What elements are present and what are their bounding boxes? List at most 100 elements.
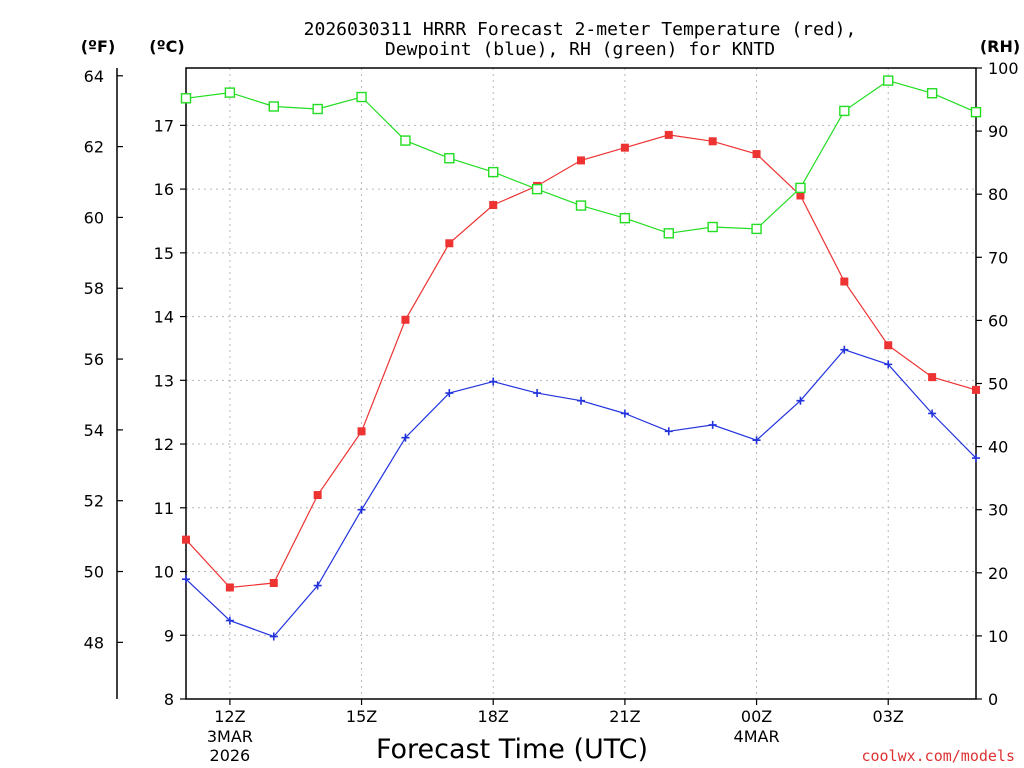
celsius-tick-label: 13 bbox=[154, 371, 174, 390]
2-meter-temperature-point bbox=[928, 373, 937, 382]
celsius-tick-label: 17 bbox=[154, 116, 174, 135]
rh-tick-label: 100 bbox=[988, 59, 1019, 78]
dewpoint-point bbox=[489, 377, 498, 386]
rh-tick-label: 80 bbox=[988, 185, 1008, 204]
rh-tick-label: 50 bbox=[988, 375, 1008, 394]
fahrenheit-tick-label: 52 bbox=[84, 492, 104, 511]
celsius-tick-label: 11 bbox=[154, 499, 174, 518]
series bbox=[180, 75, 982, 641]
2-meter-temperature-point bbox=[972, 385, 980, 394]
dewpoint-point bbox=[533, 389, 542, 398]
2-meter-temperature-point bbox=[401, 315, 410, 324]
celsius-tick-label: 9 bbox=[164, 626, 174, 645]
celsius-tick-label: 15 bbox=[154, 244, 174, 263]
x-tick-label: 21Z bbox=[609, 707, 640, 726]
2-meter-temperature-series bbox=[182, 130, 980, 592]
2-meter-temperature-point bbox=[752, 150, 761, 159]
2-meter-temperature-point bbox=[884, 341, 893, 350]
dewpoint-point bbox=[752, 436, 761, 445]
rh-tick-label: 10 bbox=[988, 627, 1008, 646]
dewpoint-point bbox=[840, 345, 849, 354]
fahrenheit-tick-label: 58 bbox=[84, 279, 104, 298]
rh-tick-label: 20 bbox=[988, 564, 1008, 583]
relative-humidity-point bbox=[488, 166, 499, 178]
relative-humidity-point bbox=[356, 91, 367, 103]
relative-humidity-point bbox=[619, 212, 631, 224]
dewpoint-point bbox=[620, 409, 629, 418]
dewpoint-point bbox=[225, 616, 234, 625]
chart-title-line1: 2026030311 HRRR Forecast 2-meter Tempera… bbox=[304, 19, 857, 40]
fahrenheit-tick-label: 62 bbox=[84, 138, 104, 157]
dewpoint-point bbox=[884, 360, 893, 369]
relative-humidity-point bbox=[663, 228, 674, 239]
fahrenheit-tick-label: 50 bbox=[84, 563, 104, 582]
x-tick-label: 00Z bbox=[741, 707, 772, 726]
fahrenheit-tick-label: 56 bbox=[84, 350, 104, 369]
relative-humidity-point bbox=[926, 88, 938, 99]
fahrenheit-tick-label: 64 bbox=[84, 67, 104, 86]
relative-humidity-point bbox=[180, 93, 192, 104]
rh-unit-label: (RH) bbox=[980, 37, 1020, 56]
celsius-unit-label: (ºC) bbox=[149, 37, 184, 56]
relative-humidity-point bbox=[751, 223, 762, 235]
celsius-tick-label: 8 bbox=[164, 690, 174, 709]
relative-humidity-point bbox=[795, 182, 806, 194]
dewpoint-point bbox=[972, 454, 980, 463]
dewpoint-point bbox=[664, 427, 673, 436]
dewpoint-point bbox=[182, 575, 190, 584]
dewpoint-line bbox=[185, 349, 977, 638]
rh-tick-label: 0 bbox=[988, 690, 998, 709]
chart-title-line2: Dewpoint (blue), RH (green) for KNTD bbox=[385, 39, 775, 60]
relative-humidity-point bbox=[268, 101, 279, 112]
x-tick-year-label: 2026 bbox=[210, 746, 251, 765]
x-tick-label: 18Z bbox=[478, 707, 509, 726]
dewpoint-point bbox=[796, 396, 805, 405]
dewpoint-point bbox=[269, 632, 278, 641]
relative-humidity-point bbox=[312, 103, 323, 115]
relative-humidity-point bbox=[531, 183, 543, 195]
2-meter-temperature-point bbox=[796, 191, 805, 200]
relative-humidity-point bbox=[883, 75, 894, 86]
rh-tick-label: 40 bbox=[988, 438, 1008, 457]
rh-tick-label: 90 bbox=[988, 122, 1008, 141]
relative-humidity-point bbox=[400, 135, 411, 146]
2-meter-temperature-point bbox=[445, 239, 454, 248]
dewpoint-point bbox=[357, 505, 366, 514]
celsius-tick-label: 12 bbox=[154, 435, 174, 454]
celsius-tick-label: 14 bbox=[154, 308, 174, 327]
rh-tick-label: 30 bbox=[988, 501, 1008, 520]
fahrenheit-tick-label: 54 bbox=[84, 421, 104, 440]
relative-humidity-point bbox=[575, 200, 587, 211]
relative-humidity-point bbox=[970, 106, 982, 118]
2-meter-temperature-point bbox=[708, 137, 717, 146]
2-meter-temperature-point bbox=[489, 201, 498, 210]
dewpoint-point bbox=[577, 396, 585, 405]
x-axis-label: Forecast Time (UTC) bbox=[376, 734, 648, 765]
dewpoint-point bbox=[928, 409, 937, 418]
2-meter-temperature-point bbox=[269, 578, 278, 587]
2-meter-temperature-point bbox=[225, 583, 234, 592]
2-meter-temperature-point bbox=[620, 143, 629, 152]
fahrenheit-tick-label: 60 bbox=[84, 208, 104, 227]
x-tick-date-label: 4MAR bbox=[734, 727, 780, 746]
relative-humidity-series bbox=[180, 75, 982, 239]
rh-tick-label: 60 bbox=[988, 311, 1008, 330]
x-tick-date-label: 3MAR bbox=[207, 727, 253, 746]
dewpoint-point bbox=[313, 581, 322, 590]
fahrenheit-unit-label: (ºF) bbox=[81, 37, 116, 56]
2-meter-temperature-point bbox=[577, 156, 585, 165]
relative-humidity-point bbox=[839, 105, 850, 117]
celsius-tick-label: 10 bbox=[154, 563, 174, 582]
dewpoint-point bbox=[708, 420, 717, 429]
x-tick-label: 15Z bbox=[346, 707, 377, 726]
rh-tick-label: 70 bbox=[988, 248, 1008, 267]
2-meter-temperature-point bbox=[357, 427, 366, 436]
relative-humidity-point bbox=[707, 221, 718, 233]
axes: 8 9 10 11 12 13 14 15 16 17 48 50 52 54 56 58 60 62 64 0 10 2… bbox=[84, 59, 1019, 765]
dewpoint-point bbox=[445, 389, 454, 398]
2-meter-temperature-point bbox=[664, 130, 673, 139]
x-tick-label: 03Z bbox=[873, 707, 904, 726]
relative-humidity-point bbox=[444, 153, 455, 164]
2-meter-temperature-point bbox=[840, 277, 849, 286]
